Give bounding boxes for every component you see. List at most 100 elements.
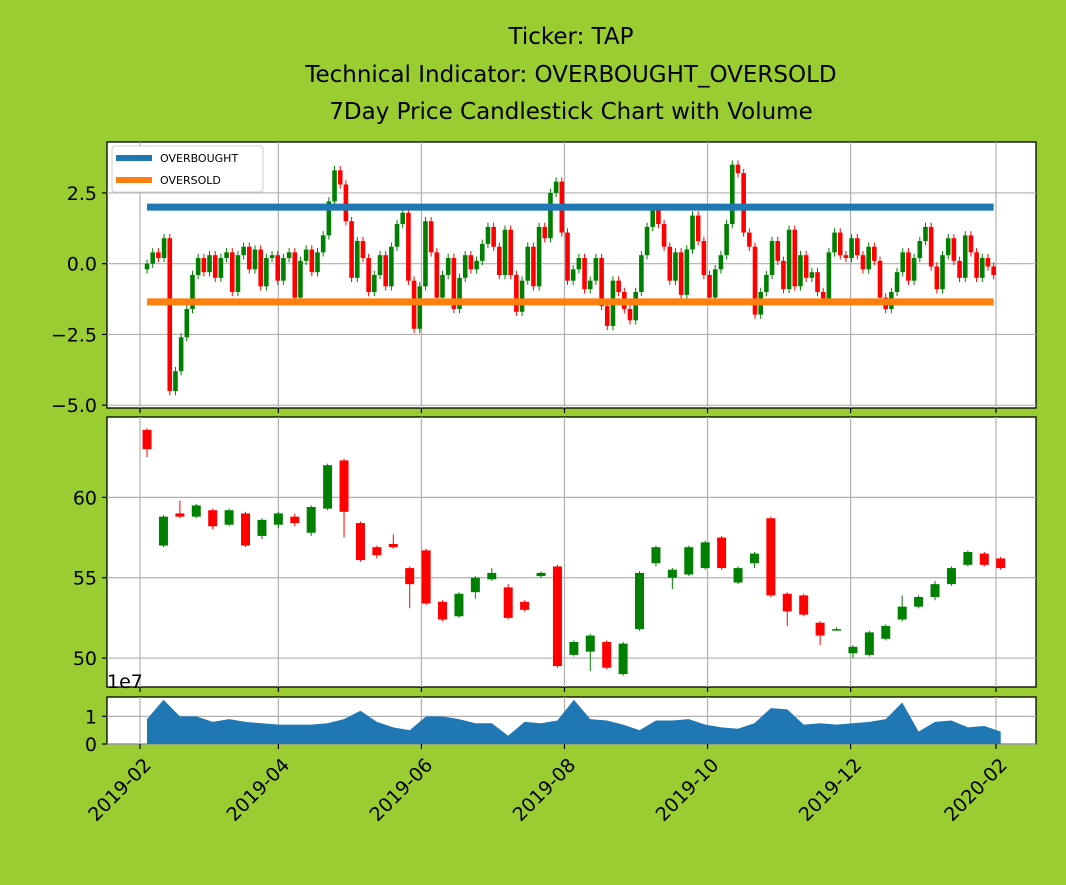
indicator-legend: OVERBOUGHT OVERSOLD xyxy=(111,145,264,193)
ind-ytick-label-1: 0.0 xyxy=(67,254,97,276)
price-candle-2019-03-18 xyxy=(241,513,251,546)
chart-title-line-2: Technical Indicator: OVERBOUGHT_OVERSOLD xyxy=(304,62,836,88)
indicator-candle-97 xyxy=(695,215,701,242)
price-candle-2019-12-09 xyxy=(864,632,874,655)
price-candle-2020-02-03 xyxy=(996,558,1006,569)
volume-panel: 10 1e7 xyxy=(85,671,1037,756)
indicator-candle-56 xyxy=(462,255,468,278)
indicator-candle-140 xyxy=(940,255,945,290)
price-candle-2019-09-30 xyxy=(700,542,710,569)
indicator-candle-12 xyxy=(212,255,218,278)
indicator-candle-132 xyxy=(894,272,900,292)
price-ytick-label-1: 55 xyxy=(73,568,97,590)
indicator-candle-53 xyxy=(445,258,451,275)
price-candle-2019-07-15 xyxy=(520,601,530,610)
indicator-candle-24 xyxy=(281,258,286,281)
indicator-candle-96 xyxy=(690,215,695,250)
indicator-candle-93 xyxy=(673,252,678,281)
indicator-candle-83 xyxy=(616,280,621,292)
price-candle-2019-03-04 xyxy=(208,510,218,527)
indicator-candle-45 xyxy=(400,212,406,225)
price-candle-2019-04-01 xyxy=(273,513,283,525)
indicator-candle-135 xyxy=(911,258,917,281)
price-candle-2019-03-25 xyxy=(257,519,267,536)
indicator-candle-11 xyxy=(207,255,212,273)
indicator-candle-33 xyxy=(332,170,337,202)
indicator-candle-35 xyxy=(343,184,349,222)
indicator-candle-54 xyxy=(451,258,457,309)
price-candle-2019-09-02 xyxy=(635,572,645,630)
vol-ytick-label-1: 0 xyxy=(85,734,97,756)
indicator-candle-81 xyxy=(604,306,610,326)
indicator-candle-19 xyxy=(252,249,258,270)
indicator-candle-67 xyxy=(525,246,531,281)
indicator-candle-139 xyxy=(934,266,940,290)
indicator-candle-55 xyxy=(457,277,462,309)
indicator-candle-101 xyxy=(718,255,724,270)
price-candle-2019-08-26 xyxy=(618,643,628,675)
indicator-candle-147 xyxy=(979,258,985,278)
indicator-candle-64 xyxy=(508,229,513,275)
indicator-candle-13 xyxy=(218,258,224,278)
indicator-candle-7 xyxy=(184,308,190,338)
indicator-candle-116 xyxy=(803,255,809,278)
indicator-candle-29 xyxy=(309,249,315,273)
price-candle-2019-04-08 xyxy=(290,516,300,524)
indicator-candle-145 xyxy=(968,235,974,253)
indicator-candle-61 xyxy=(491,226,496,247)
indicator-candle-103 xyxy=(729,164,735,225)
indicator-candle-113 xyxy=(786,229,792,290)
price-candle-2019-10-21 xyxy=(749,553,759,564)
price-candle-2019-12-16 xyxy=(881,625,891,639)
indicator-candle-37 xyxy=(354,241,360,278)
indicator-candle-142 xyxy=(951,238,957,261)
price-candle-2019-04-22 xyxy=(323,465,333,509)
indicator-candle-36 xyxy=(349,221,354,278)
indicator-candle-99 xyxy=(707,275,712,298)
vol-ytick-label-0: 1 xyxy=(85,706,97,728)
price-panel: 60 55 50 xyxy=(73,416,1037,688)
indicator-candle-106 xyxy=(747,232,752,247)
indicator-candle-133 xyxy=(900,252,906,273)
indicator-candle-95 xyxy=(684,249,690,295)
indicator-candle-141 xyxy=(945,238,951,256)
indicator-y-ticks: 2.5 0.0 −2.5 −5.0 xyxy=(51,183,107,417)
price-candle-2019-05-20 xyxy=(388,543,398,548)
indicator-candle-104 xyxy=(735,164,741,174)
indicator-candle-2 xyxy=(156,252,161,259)
indicator-candle-148 xyxy=(985,258,991,267)
indicator-candle-117 xyxy=(809,272,815,278)
indicator-panel: 2.5 0.0 −2.5 −5.0 OVERBOUGHT OVERSOLD xyxy=(51,141,1037,417)
price-candle-2019-07-29 xyxy=(552,566,562,667)
chart-title-line-3: 7Day Price Candlestick Chart with Volume xyxy=(329,99,812,125)
legend-label-oversold: OVERSOLD xyxy=(160,174,221,187)
indicator-candle-63 xyxy=(502,229,508,275)
indicator-candle-30 xyxy=(315,252,320,273)
price-candle-2019-05-06 xyxy=(355,523,365,561)
indicator-candle-127 xyxy=(866,246,871,270)
legend-label-overbought: OVERBOUGHT xyxy=(160,152,238,165)
indicator-candle-74 xyxy=(565,232,570,281)
indicator-candle-28 xyxy=(303,249,309,261)
price-candle-2019-07-08 xyxy=(503,587,513,618)
indicator-candle-79 xyxy=(593,258,599,281)
indicator-candle-87 xyxy=(639,255,644,292)
ind-ytick-label-3: −5.0 xyxy=(51,395,97,417)
price-y-ticks: 60 55 50 xyxy=(73,487,107,670)
price-candle-2019-09-23 xyxy=(684,547,694,575)
indicator-candle-49 xyxy=(423,221,428,287)
indicator-candle-0 xyxy=(144,263,150,270)
price-candle-2019-11-25 xyxy=(832,629,842,631)
price-candle-2019-10-14 xyxy=(733,568,743,583)
indicator-candle-129 xyxy=(877,260,883,298)
indicator-candle-90 xyxy=(656,209,661,225)
price-candle-2019-09-09 xyxy=(651,547,661,564)
indicator-candle-32 xyxy=(326,201,332,236)
indicator-candle-17 xyxy=(241,246,246,256)
chart-title-line-1: Ticker: TAP xyxy=(507,24,633,50)
price-candle-2020-01-13 xyxy=(946,568,956,585)
price-candle-2019-10-07 xyxy=(717,537,727,569)
indicator-candle-1 xyxy=(150,252,156,264)
indicator-candle-50 xyxy=(428,221,434,253)
